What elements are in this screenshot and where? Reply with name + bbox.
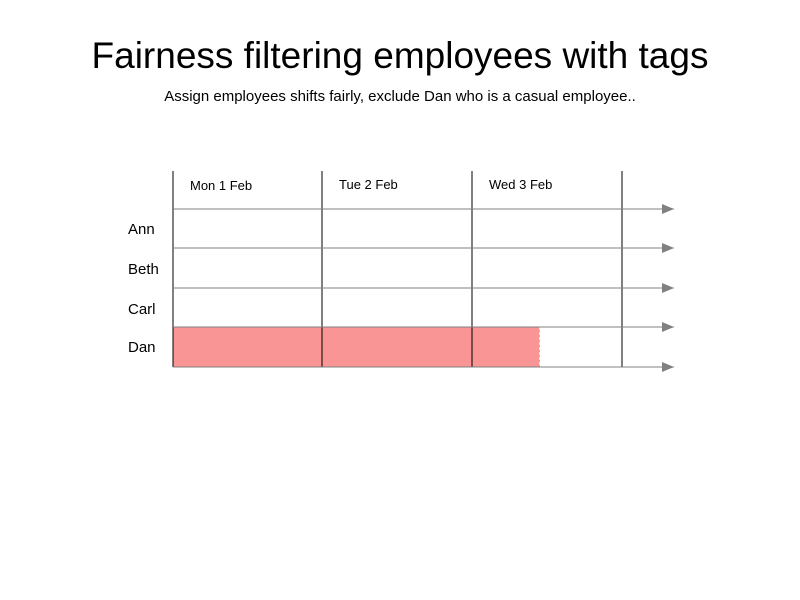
day-label-wed: Wed 3 Feb	[489, 177, 552, 192]
employee-label-beth: Beth	[128, 261, 159, 278]
day-label-tue: Tue 2 Feb	[339, 177, 398, 192]
employee-label-dan: Dan	[128, 339, 156, 356]
diagram-subtitle: Assign employees shifts fairly, exclude …	[164, 88, 636, 105]
employee-label-ann: Ann	[128, 221, 155, 238]
day-label-mon: Mon 1 Feb	[190, 178, 252, 193]
diagram-title: Fairness filtering employees with tags	[91, 35, 709, 76]
employee-label-carl: Carl	[128, 301, 156, 318]
excluded-employee-band	[173, 327, 540, 367]
